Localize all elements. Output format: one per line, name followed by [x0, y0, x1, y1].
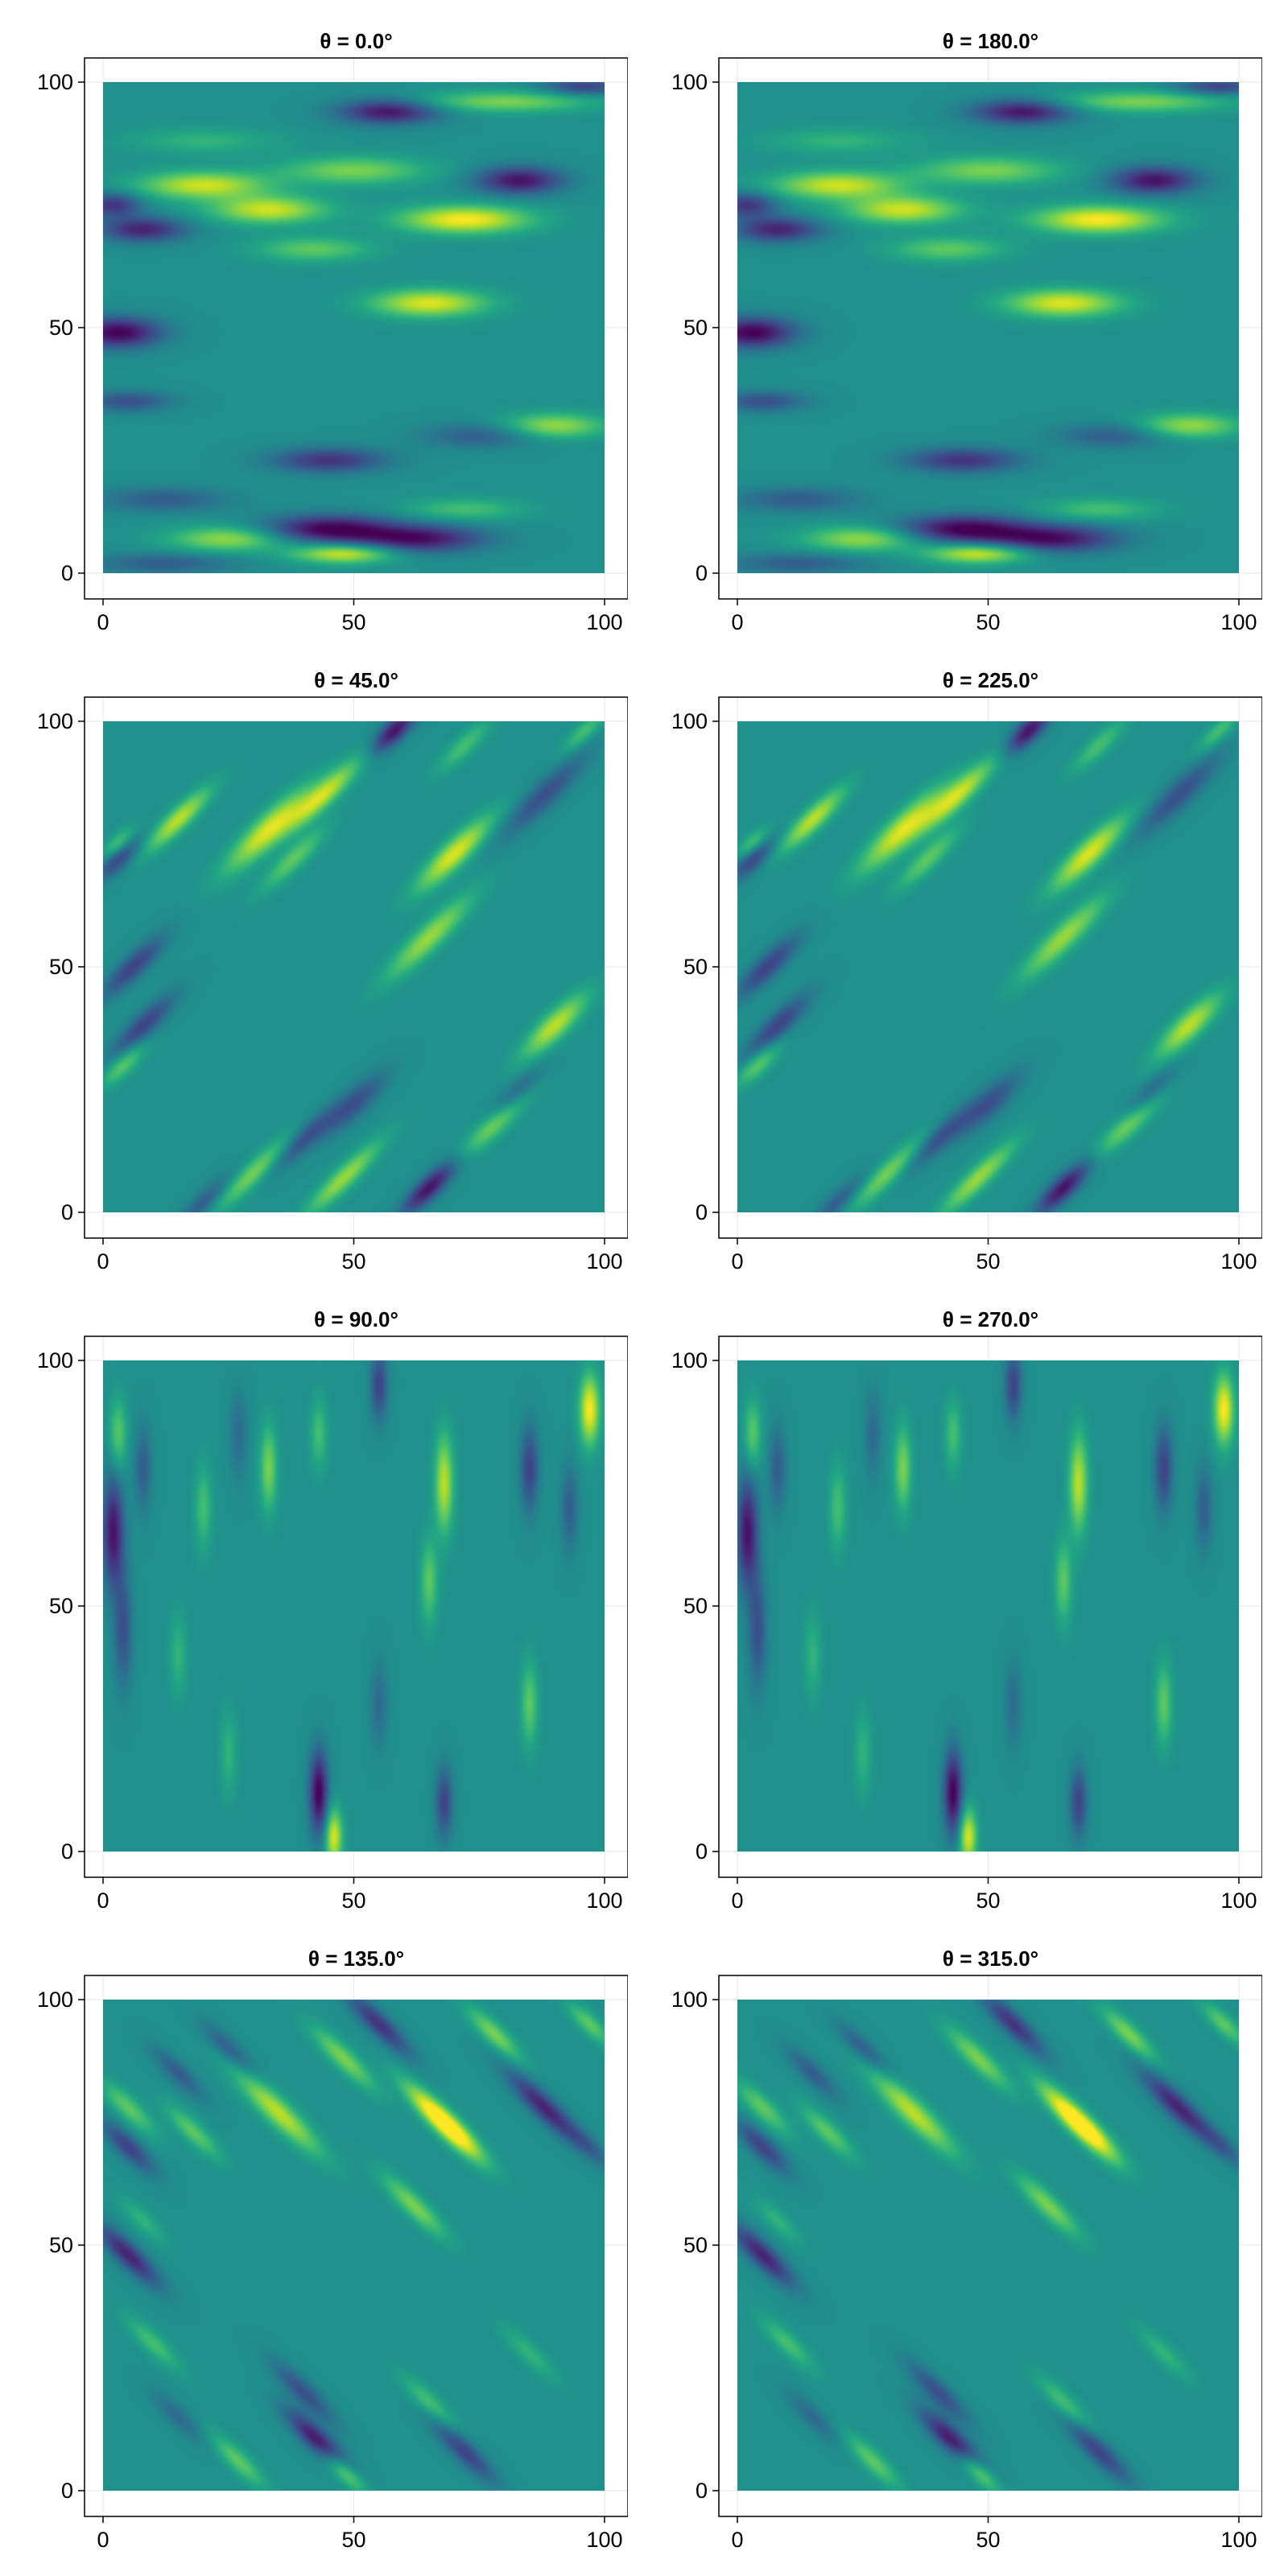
y-tick-label: 50	[683, 2233, 708, 2257]
x-tick-label: 50	[341, 610, 365, 634]
y-tick-label: 0	[61, 2479, 73, 2503]
y-tick-label: 50	[49, 316, 73, 340]
y-tick-label: 100	[37, 1988, 73, 2012]
y-tick-label: 50	[49, 955, 73, 979]
y-tick-label: 0	[61, 1200, 73, 1224]
y-tick-label: 0	[61, 1839, 73, 1864]
heatmap-svg: θ = 270.0° 0 50 100 0 50 100	[671, 1307, 1262, 1913]
y-tick-label: 100	[37, 70, 73, 94]
panel-title: θ = 90.0°	[314, 1307, 398, 1331]
heatmap-panel: θ = 270.0° 0 50 100 0 50 100	[634, 1278, 1262, 1918]
x-tick-label: 100	[1220, 1249, 1257, 1274]
heatmap-panel: θ = 225.0° 0 50 100 0 50 100	[634, 639, 1262, 1278]
heatmap-panel: θ = 135.0° 0 50 100 0 50 100	[0, 1918, 628, 2557]
x-tick-label: 0	[731, 610, 743, 634]
x-tick-label: 0	[97, 1889, 109, 1913]
heatmap-image	[103, 2000, 605, 2491]
y-tick-label: 50	[683, 316, 708, 340]
y-tick-label: 0	[696, 1200, 708, 1224]
x-tick-label: 100	[1220, 610, 1257, 634]
x-tick-label: 0	[731, 1889, 743, 1913]
axes-frame	[718, 696, 1262, 1239]
x-tick-label: 50	[976, 2528, 1000, 2552]
axes-frame	[84, 1335, 628, 1878]
heatmap-image	[737, 2000, 1239, 2491]
panel-title: θ = 270.0°	[943, 1307, 1038, 1331]
heatmap-svg: θ = 135.0° 0 50 100 0 50 100	[37, 1946, 628, 2552]
heatmap-svg: θ = 0.0° 0 50 100 0 50 100	[37, 29, 628, 634]
x-tick-label: 50	[976, 610, 1000, 634]
x-tick-label: 100	[586, 610, 622, 634]
x-tick-label: 0	[97, 1249, 109, 1274]
y-tick-label: 100	[671, 1988, 708, 2012]
y-tick-label: 50	[683, 955, 708, 979]
x-tick-label: 0	[731, 2528, 743, 2552]
axes-frame	[84, 696, 628, 1239]
panel-title: θ = 225.0°	[943, 668, 1038, 692]
heatmap-panel: θ = 90.0° 0 50 100 0 50 100	[0, 1278, 628, 1918]
panel-title: θ = 45.0°	[314, 668, 398, 692]
y-tick-label: 100	[671, 1348, 708, 1373]
heatmap-image	[103, 82, 605, 573]
y-tick-label: 100	[37, 709, 73, 733]
heatmap-image	[103, 1360, 605, 1852]
panel-title: θ = 315.0°	[943, 1946, 1038, 1971]
heatmap-canvas	[737, 721, 1239, 1212]
heatmap-image	[103, 721, 605, 1212]
y-tick-label: 100	[37, 1348, 73, 1373]
x-tick-label: 50	[976, 1249, 1000, 1274]
axes-frame	[84, 1975, 628, 2517]
heatmap-svg: θ = 225.0° 0 50 100 0 50 100	[671, 668, 1262, 1274]
x-tick-label: 100	[586, 1889, 622, 1913]
heatmap-canvas	[737, 82, 1239, 573]
heatmap-svg: θ = 315.0° 0 50 100 0 50 100	[671, 1946, 1262, 2552]
heatmap-panel: θ = 180.0° 0 50 100 0 50 100	[634, 0, 1262, 639]
heatmap-canvas	[103, 1360, 605, 1852]
heatmap-image	[737, 82, 1239, 573]
heatmap-svg: θ = 90.0° 0 50 100 0 50 100	[37, 1307, 628, 1913]
heatmap-canvas	[103, 2000, 605, 2491]
x-tick-label: 100	[586, 2528, 622, 2552]
y-tick-label: 0	[696, 1839, 708, 1864]
x-tick-label: 100	[1220, 2528, 1257, 2552]
x-tick-label: 50	[341, 1249, 365, 1274]
heatmap-canvas	[737, 2000, 1239, 2491]
x-tick-label: 0	[97, 610, 109, 634]
x-tick-label: 50	[341, 2528, 365, 2552]
axes-frame	[718, 1975, 1262, 2517]
y-tick-label: 0	[696, 2479, 708, 2503]
x-tick-label: 0	[731, 1249, 743, 1274]
x-tick-label: 50	[976, 1889, 1000, 1913]
y-tick-label: 50	[49, 2233, 73, 2257]
axes-frame	[718, 1335, 1262, 1878]
heatmap-panel: θ = 45.0° 0 50 100 0 50 100	[0, 639, 628, 1278]
heatmap-image	[737, 1360, 1239, 1852]
y-tick-label: 100	[671, 70, 708, 94]
heatmap-panel: θ = 315.0° 0 50 100 0 50 100	[634, 1918, 1262, 2557]
y-tick-label: 50	[49, 1594, 73, 1618]
heatmap-canvas	[103, 721, 605, 1212]
x-tick-label: 100	[586, 1249, 622, 1274]
axes-frame	[84, 57, 628, 600]
y-tick-label: 0	[696, 561, 708, 585]
heatmap-canvas	[103, 82, 605, 573]
heatmap-svg: θ = 45.0° 0 50 100 0 50 100	[37, 668, 628, 1274]
x-tick-label: 0	[97, 2528, 109, 2552]
panel-title: θ = 0.0°	[320, 29, 392, 53]
heatmap-canvas	[737, 1360, 1239, 1852]
panel-title: θ = 135.0°	[308, 1946, 404, 1971]
y-tick-label: 0	[61, 561, 73, 585]
y-tick-label: 100	[671, 709, 708, 733]
panel-title: θ = 180.0°	[943, 29, 1038, 53]
heatmap-panel: θ = 0.0° 0 50 100 0 50 100	[0, 0, 628, 639]
heatmap-svg: θ = 180.0° 0 50 100 0 50 100	[671, 29, 1262, 634]
y-tick-label: 50	[683, 1594, 708, 1618]
x-tick-label: 100	[1220, 1889, 1257, 1913]
x-tick-label: 50	[341, 1889, 365, 1913]
heatmap-image	[737, 721, 1239, 1212]
axes-frame	[718, 57, 1262, 600]
